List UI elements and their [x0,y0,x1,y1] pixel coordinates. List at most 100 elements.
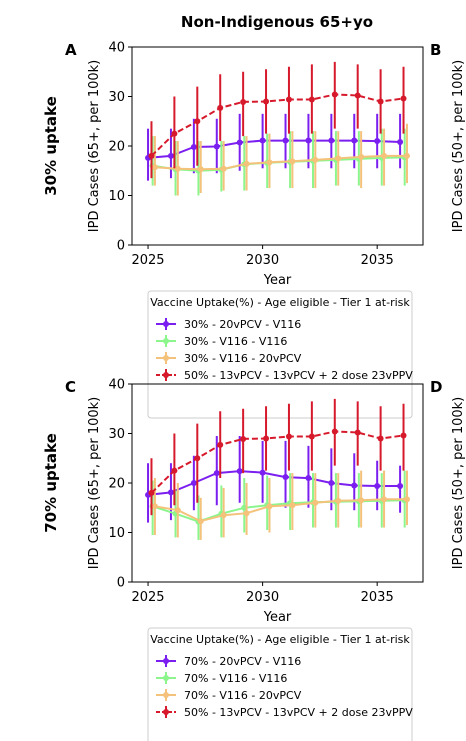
x-tick-label: 2035 [361,253,394,268]
legend-entry: 30% - V116 - 20vPCV [184,352,302,365]
data-point [331,428,338,435]
series-1 [145,435,404,523]
data-point [171,130,178,137]
y-tick-label: 30 [108,427,125,442]
data-point [282,137,289,144]
x-axis-label: Year [263,273,292,288]
series-line [150,430,404,494]
right-y-axis-label: IPD Cases (50+, per 100k) [451,60,466,232]
data-point [289,502,296,509]
data-point [285,433,292,440]
chart-panel-a: A B 30% uptake IPD Cases (65+, per 100k) IPD… [42,41,466,419]
data-point [403,496,410,503]
y-tick-label: 30 [108,90,125,105]
data-point [197,518,204,525]
row-label: 70% uptake [42,433,60,533]
series-line [152,499,405,523]
data-point [354,429,361,436]
data-point [335,155,342,162]
data-point [335,497,342,504]
data-point [148,489,155,496]
legend-marker [163,355,169,361]
legend-entry: 70% - 20vPCV - V116 [184,655,301,668]
data-point [328,480,335,486]
legend: Vaccine Uptake(%) - Age eligible - Tier … [147,627,413,741]
data-point [358,497,365,504]
data-point [312,499,319,506]
data-point [266,503,273,510]
panel-letter: A [65,41,77,59]
data-point [217,441,224,448]
data-point [400,95,407,102]
legend-box [147,290,413,419]
x-tick-label: 2025 [131,590,164,605]
data-point [213,470,220,477]
y-axis-label: IPD Cases (65+, per 100k) [87,397,102,569]
legend-title: Vaccine Uptake(%) - Age eligible - Tier … [150,633,410,646]
y-tick-label: 0 [117,239,125,254]
x-axis-label: Year [263,610,292,625]
data-point [381,152,388,159]
row-label: 30% uptake [42,96,60,196]
legend-marker [163,321,169,327]
panel-letter: C [65,378,76,396]
series-4 [148,398,407,516]
data-point [374,482,381,489]
data-point [190,480,197,486]
legend-entry: 50% - 13vPCV - 13vPCV + 2 dose 23vPPV [184,706,413,719]
y-tick-label: 20 [108,477,125,492]
legend-entry: 30% - V116 - V116 [184,335,287,348]
y-tick-label: 40 [108,41,125,56]
legend-entry: 50% - 13vPCV - 13vPCV + 2 dose 23vPPV [184,369,413,382]
data-point [171,467,178,474]
y-tick-label: 10 [108,189,125,204]
data-point [190,143,197,150]
series-4 [148,61,407,179]
data-point [174,165,181,172]
data-point [308,433,315,440]
data-point [243,510,250,517]
series-line [154,154,407,171]
series-line [150,93,404,157]
data-point [289,158,296,165]
data-point [148,152,155,159]
data-point [331,91,338,98]
panel-letter-right: B [430,41,441,59]
data-point [308,96,315,103]
data-point [259,469,266,476]
data-point [194,118,201,125]
legend-marker [163,692,169,698]
data-point [263,435,270,442]
data-point [397,482,404,489]
legend-marker [163,338,169,344]
data-point [403,152,410,159]
x-tick-label: 2030 [246,590,279,605]
data-point [312,156,319,163]
data-point [240,435,247,442]
data-point [354,92,361,99]
x-tick-label: 2025 [131,253,164,268]
data-point [259,137,266,144]
series-3 [151,123,410,196]
legend-title: Vaccine Uptake(%) - Age eligible - Tier … [150,296,410,309]
data-point [377,435,384,442]
data-point [305,475,312,482]
series-line [147,470,401,496]
data-point [243,160,250,167]
legend-marker [163,658,169,664]
series-line [154,498,407,523]
data-point [151,164,158,171]
data-point [240,98,247,105]
data-point [174,507,181,514]
y-tick-label: 10 [108,526,125,541]
y-tick-label: 40 [108,378,125,393]
data-point [282,474,289,481]
legend-box [147,627,413,741]
data-point [213,143,220,150]
y-axis-label: IPD Cases (65+, per 100k) [87,60,102,232]
data-point [305,137,312,144]
x-tick-label: 2030 [246,253,279,268]
data-point [220,512,227,519]
data-point [236,468,243,475]
